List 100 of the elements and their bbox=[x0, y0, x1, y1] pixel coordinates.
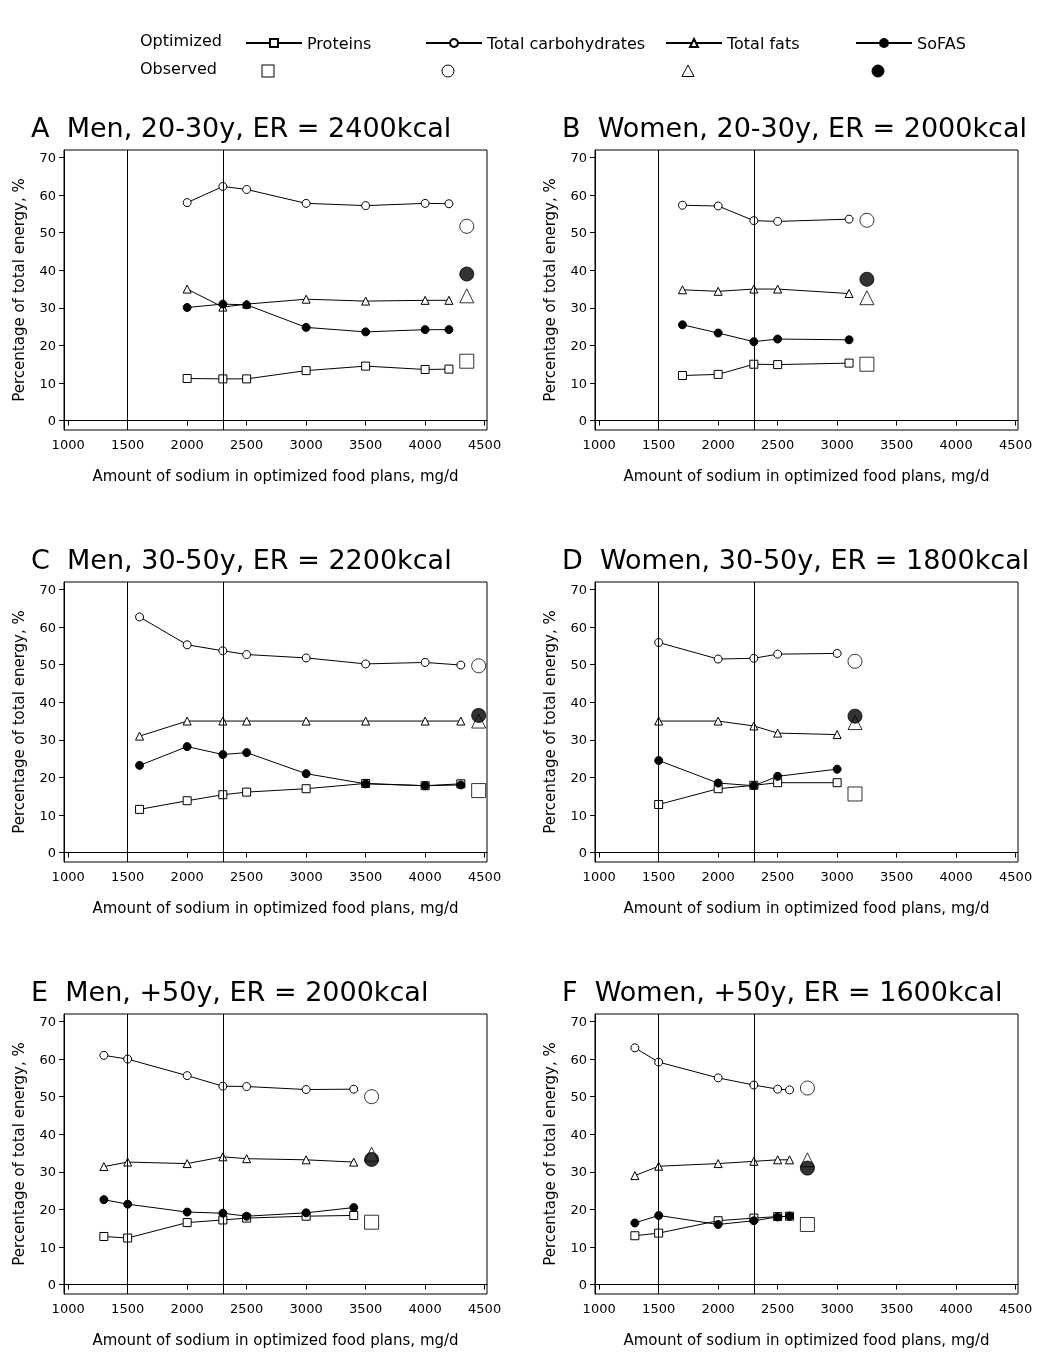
y-axis-title: Percentage of total energy, % bbox=[540, 1042, 559, 1266]
y-tick-label: 20 bbox=[570, 337, 587, 353]
y-tick-label: 50 bbox=[39, 225, 56, 241]
y-tick-label: 40 bbox=[39, 1126, 56, 1142]
text: Observed bbox=[140, 58, 217, 78]
y-tick-label: 30 bbox=[570, 300, 587, 316]
x-tick-label: 2500 bbox=[230, 437, 264, 452]
x-tick-label: 3000 bbox=[820, 869, 854, 884]
x-tick-label: 4000 bbox=[408, 869, 442, 884]
x-tick-label: 4500 bbox=[468, 437, 502, 452]
y-axis-title: Percentage of total energy, % bbox=[540, 178, 559, 402]
x-tick-label: 2000 bbox=[701, 1301, 735, 1316]
y-tick-label: 30 bbox=[39, 732, 56, 748]
x-tick-label: 2500 bbox=[230, 869, 264, 884]
x-tick-label: 3500 bbox=[880, 437, 914, 452]
y-tick-label: 40 bbox=[570, 694, 587, 710]
y-tick-label: 30 bbox=[39, 1164, 56, 1180]
y-tick-label: 40 bbox=[39, 694, 56, 710]
chart-title: B Women, 20-30y, ER = 2000kcal bbox=[562, 112, 1027, 143]
x-tick-label: 1000 bbox=[51, 869, 85, 884]
y-tick-label: 20 bbox=[39, 1201, 56, 1217]
x-tick-label: 1000 bbox=[582, 437, 616, 452]
x-tick-label: 1000 bbox=[582, 869, 616, 884]
x-tick-label: 1000 bbox=[51, 1301, 85, 1316]
chart-title: C Men, 30-50y, ER = 2200kcal bbox=[31, 544, 452, 575]
legend-label: SoFAS bbox=[917, 33, 966, 53]
x-tick-label: 2500 bbox=[761, 437, 795, 452]
y-tick-label: 20 bbox=[39, 337, 56, 353]
y-axis-title: Percentage of total energy, % bbox=[540, 610, 559, 834]
x-axis-title: Amount of sodium in optimized food plans, mg/d bbox=[92, 898, 459, 917]
y-tick-label: 0 bbox=[578, 1277, 587, 1293]
y-tick-label: 10 bbox=[570, 375, 587, 391]
x-tick-label: 1500 bbox=[111, 1301, 145, 1316]
legend-label: Total fats bbox=[726, 33, 800, 53]
x-tick-label: 3500 bbox=[349, 1301, 383, 1316]
x-tick-label: 4000 bbox=[408, 437, 442, 452]
y-tick-label: 30 bbox=[570, 732, 587, 748]
x-tick-label: 2500 bbox=[761, 869, 795, 884]
y-tick-label: 70 bbox=[39, 150, 56, 166]
x-tick-label: 3000 bbox=[289, 437, 323, 452]
y-tick-label: 10 bbox=[39, 1239, 56, 1255]
y-tick-label: 60 bbox=[39, 1051, 56, 1067]
x-axis-title: Amount of sodium in optimized food plans, mg/d bbox=[92, 466, 459, 485]
x-tick-label: 1500 bbox=[642, 1301, 676, 1316]
x-tick-label: 2000 bbox=[170, 869, 204, 884]
y-tick-label: 50 bbox=[39, 657, 56, 673]
x-tick-label: 2000 bbox=[701, 437, 735, 452]
y-axis-title: Percentage of total energy, % bbox=[9, 610, 28, 834]
y-tick-label: 0 bbox=[47, 1277, 56, 1293]
y-tick-label: 70 bbox=[570, 1014, 587, 1030]
x-tick-label: 3500 bbox=[880, 1301, 914, 1316]
chart-title: E Men, +50y, ER = 2000kcal bbox=[31, 976, 429, 1007]
x-tick-label: 4000 bbox=[939, 869, 973, 884]
y-tick-label: 0 bbox=[47, 845, 56, 861]
y-tick-label: 60 bbox=[570, 1051, 587, 1067]
chart-title: A Men, 20-30y, ER = 2400kcal bbox=[31, 112, 452, 143]
x-tick-label: 1500 bbox=[642, 869, 676, 884]
y-tick-label: 60 bbox=[39, 619, 56, 635]
x-tick-label: 3000 bbox=[289, 869, 323, 884]
x-tick-label: 2500 bbox=[230, 1301, 264, 1316]
x-tick-label: 4000 bbox=[939, 1301, 973, 1316]
x-tick-label: 3000 bbox=[820, 437, 854, 452]
y-tick-label: 70 bbox=[570, 582, 587, 598]
chart-title: D Women, 30-50y, ER = 1800kcal bbox=[562, 544, 1030, 575]
y-tick-label: 0 bbox=[578, 413, 587, 429]
y-tick-label: 30 bbox=[39, 300, 56, 316]
x-tick-label: 2500 bbox=[761, 1301, 795, 1316]
x-axis-title: Amount of sodium in optimized food plans, mg/d bbox=[623, 1330, 990, 1349]
x-axis-title: Amount of sodium in optimized food plans, mg/d bbox=[623, 898, 990, 917]
y-tick-label: 20 bbox=[39, 769, 56, 785]
legend-label: Total carbohydrates bbox=[486, 33, 646, 53]
legend-label: Proteins bbox=[307, 33, 372, 53]
x-tick-label: 3500 bbox=[349, 869, 383, 884]
x-tick-label: 2000 bbox=[170, 437, 204, 452]
x-tick-label: 3000 bbox=[289, 1301, 323, 1316]
y-tick-label: 70 bbox=[570, 150, 587, 166]
y-tick-label: 70 bbox=[39, 1014, 56, 1030]
x-tick-label: 4500 bbox=[999, 437, 1033, 452]
x-tick-label: 4500 bbox=[999, 869, 1033, 884]
x-tick-label: 3000 bbox=[820, 1301, 854, 1316]
y-tick-label: 10 bbox=[570, 1239, 587, 1255]
x-tick-label: 4500 bbox=[999, 1301, 1033, 1316]
y-tick-label: 50 bbox=[570, 657, 587, 673]
x-tick-label: 3500 bbox=[880, 869, 914, 884]
x-tick-label: 3500 bbox=[349, 437, 383, 452]
y-tick-label: 0 bbox=[47, 413, 56, 429]
x-tick-label: 2000 bbox=[701, 869, 735, 884]
y-tick-label: 30 bbox=[570, 1164, 587, 1180]
y-tick-label: 60 bbox=[570, 619, 587, 635]
y-tick-label: 20 bbox=[570, 1201, 587, 1217]
x-tick-label: 1500 bbox=[111, 869, 145, 884]
x-tick-label: 1500 bbox=[111, 437, 145, 452]
text: Optimized bbox=[140, 30, 222, 50]
x-tick-label: 1500 bbox=[642, 437, 676, 452]
x-tick-label: 4500 bbox=[468, 869, 502, 884]
x-axis-title: Amount of sodium in optimized food plans, mg/d bbox=[623, 466, 990, 485]
y-tick-label: 10 bbox=[39, 807, 56, 823]
y-tick-label: 50 bbox=[570, 1089, 587, 1105]
x-tick-label: 4500 bbox=[468, 1301, 502, 1316]
x-axis-title: Amount of sodium in optimized food plans, mg/d bbox=[92, 1330, 459, 1349]
